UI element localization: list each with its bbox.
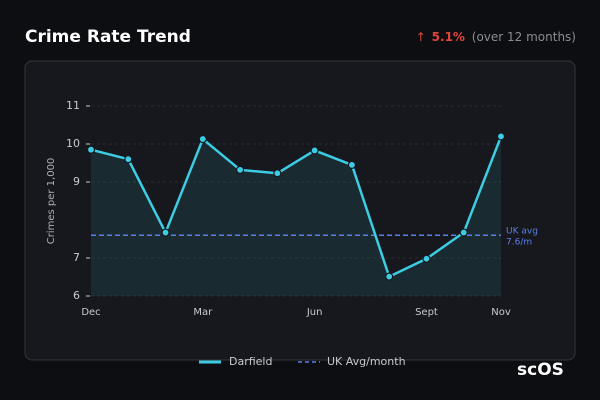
x-tick-label: Nov xyxy=(491,307,511,318)
y-tick-label: 6 xyxy=(73,289,80,302)
brand: scOS xyxy=(517,360,564,380)
y-tick-label: 10 xyxy=(66,137,80,150)
change-value: 5.1% xyxy=(432,30,465,44)
point xyxy=(198,134,207,144)
chart-title: Crime Rate Trend xyxy=(25,27,191,47)
point xyxy=(422,254,431,263)
point xyxy=(86,145,96,154)
point xyxy=(459,228,468,237)
point xyxy=(235,165,245,174)
point xyxy=(310,146,319,155)
card xyxy=(24,60,576,361)
y-tick-label: 7 xyxy=(73,251,80,264)
area xyxy=(91,136,501,296)
y-tick-label: 11 xyxy=(66,99,80,112)
point xyxy=(347,160,357,169)
change-period: (over 12 months) xyxy=(472,30,576,44)
y-tick-label: 9 xyxy=(73,175,80,188)
y-axis-label: Crimes per 1,000 xyxy=(46,158,57,245)
point xyxy=(161,228,170,237)
x-tick-label: Dec xyxy=(81,307,100,318)
change: ↑ 5.1% (over 12 months) xyxy=(416,30,576,44)
change-arrow: ↑ xyxy=(416,30,426,44)
line xyxy=(90,135,503,278)
point xyxy=(273,169,282,178)
point xyxy=(124,155,133,164)
x-tick-label: Mar xyxy=(193,307,213,318)
x-tick-label: Sept xyxy=(415,307,438,318)
x-tick-label: Jun xyxy=(306,307,323,318)
point xyxy=(385,272,394,281)
reference-label: 7.6/m xyxy=(506,238,532,248)
point xyxy=(496,132,506,141)
legend-label: Darfield xyxy=(229,355,272,368)
reference-label: UK avg xyxy=(506,227,538,237)
legend-label: UK Avg/month xyxy=(327,355,406,368)
